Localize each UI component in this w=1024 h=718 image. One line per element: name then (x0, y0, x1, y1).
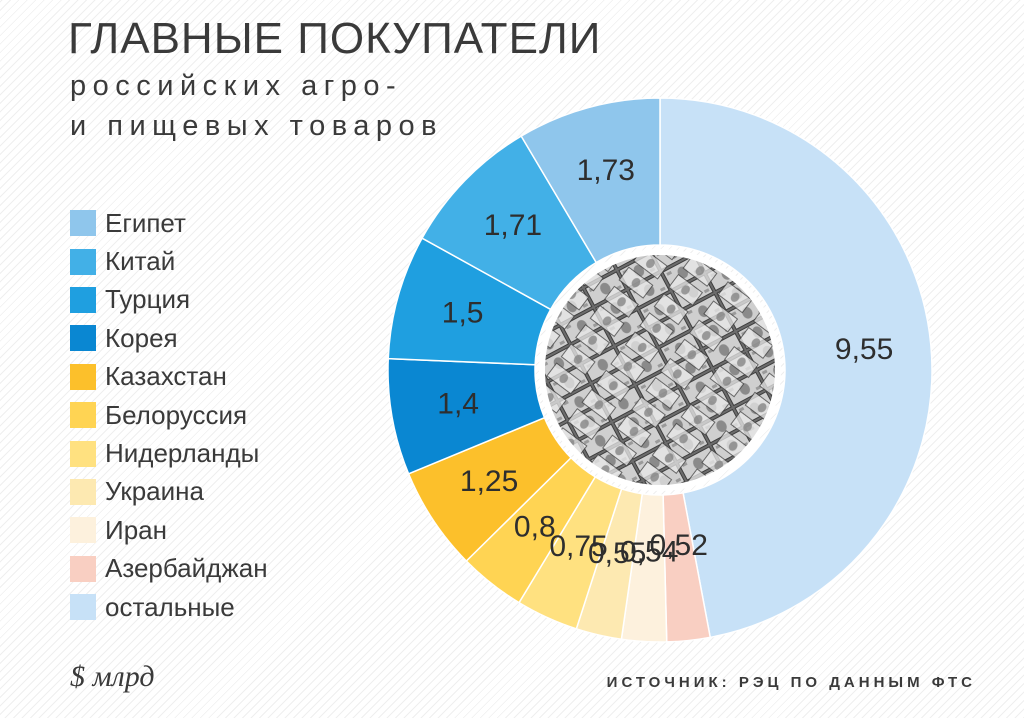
unit-label: $ млрд (70, 660, 155, 693)
legend-item-1: Китай (70, 242, 268, 280)
legend-item-7: Украина (70, 473, 268, 511)
legend-label: Нидерланды (105, 438, 260, 469)
legend-swatch (70, 363, 96, 390)
slice-label-казахстан: 1,25 (460, 465, 518, 498)
chart-subtitle-line2: и пищевых товаров (70, 110, 444, 142)
legend-swatch (70, 210, 96, 237)
legend-item-0: Египет (70, 204, 268, 242)
legend-label: Азербайджан (105, 553, 268, 584)
legend-swatch (70, 440, 96, 467)
slice-label-китай: 1,71 (484, 209, 542, 242)
slice-label-азербайджан: 0,52 (650, 529, 708, 562)
slice-label-турция: 1,5 (442, 296, 484, 329)
legend-item-5: Белоруссия (70, 396, 268, 434)
legend-swatch (70, 325, 96, 352)
legend-label: Казахстан (105, 361, 227, 392)
legend-label: Китай (105, 246, 176, 277)
legend-label: Турция (105, 284, 191, 315)
slice-label-нидерланды: 0,75 (549, 530, 607, 563)
legend-item-9: Азербайджан (70, 550, 268, 588)
slice-label-остальные: 9,55 (835, 333, 893, 366)
slice-label-иран: 0,54 (620, 536, 678, 569)
legend-swatch (70, 402, 96, 429)
legend-item-8: Иран (70, 511, 268, 549)
slice-label-белоруссия: 0,8 (514, 510, 556, 543)
slice-label-украина: 0,55 (588, 537, 646, 570)
slice-египет (520, 97, 661, 264)
legend-label: Иран (105, 514, 167, 545)
legend-label: Белоруссия (105, 399, 248, 430)
legend-item-3: Корея (70, 319, 268, 357)
legend: Египет Китай Турция Корея Казахстан Белорусси… (70, 204, 268, 626)
legend-swatch (70, 286, 96, 313)
chart-subtitle-line1: российских агро- (70, 70, 403, 102)
slices-group (387, 97, 933, 643)
legend-swatch (70, 594, 96, 621)
legend-swatch (70, 517, 96, 544)
legend-label: Корея (105, 322, 178, 353)
banknotes-center-image (539, 249, 781, 491)
legend-item-4: Казахстан (70, 358, 268, 396)
legend-swatch (70, 248, 96, 275)
legend-item-2: Турция (70, 281, 268, 319)
slice-остальные (659, 97, 933, 639)
legend-label: Египет (105, 207, 186, 238)
legend-label: Украина (105, 476, 204, 507)
slice-labels-group: 9,55 0,520,540,550,750,8 1,25 1,4 1,5 1,71 1,7… (437, 154, 893, 570)
slice-label-корея: 1,4 (437, 388, 479, 421)
slice-label-египет: 1,73 (577, 154, 635, 187)
legend-label: остальные (105, 591, 235, 622)
legend-swatch (70, 555, 96, 582)
source-note: ИСТОЧНИК: РЭЦ ПО ДАННЫМ ФТС (606, 674, 976, 691)
legend-swatch (70, 478, 96, 505)
legend-item-10: остальные (70, 588, 268, 626)
chart-title: ГЛАВНЫЕ ПОКУПАТЕЛИ (68, 14, 602, 63)
legend-item-6: Нидерланды (70, 434, 268, 472)
